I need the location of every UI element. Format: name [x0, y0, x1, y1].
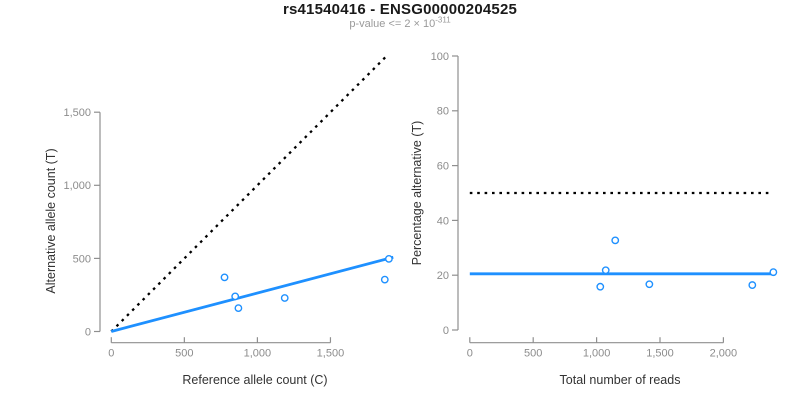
y-axis-title: Percentage alternative (T) [410, 121, 424, 266]
pvalue-exponent: -311 [435, 15, 451, 25]
pvalue-text: p-value <= 2 × 10 [349, 18, 436, 30]
plot-title: rs41540416 - ENSG00000204525 [282, 1, 518, 18]
data-point [220, 273, 229, 282]
y-tick-label: 40 [437, 215, 449, 227]
x-tick-label: 500 [524, 348, 542, 360]
data-point [280, 294, 289, 302]
data-point [231, 292, 240, 301]
y-tick-label: 500 [73, 253, 91, 265]
x-tick-label: 0 [467, 348, 473, 360]
y-tick-label: 0 [443, 325, 449, 337]
x-tick-label: 1,000 [244, 348, 272, 360]
y-tick-label: 100 [431, 51, 449, 63]
y-axis-title: Alternative allele count (T) [44, 148, 58, 293]
panel-right: 0 20 40 60 80 100 0 500 1,000 1,500 2,000 Total num… [410, 51, 778, 387]
x-axis-title: Total number of reads [560, 373, 681, 387]
y-tick-label: 20 [437, 270, 449, 282]
data-point [380, 275, 389, 284]
y-tick-label: 1,000 [63, 180, 91, 192]
x-tick-label: 0 [108, 348, 114, 360]
data-point [384, 254, 393, 263]
x-tick-label: 500 [175, 348, 193, 360]
plot-subtitle: p-value <= 2 × 10-311 [0, 15, 800, 30]
data-point [748, 281, 757, 289]
data-point [645, 280, 654, 289]
panel-left: 0 500 1,000 1,500 0 500 1,000 1,500 Reference al… [44, 54, 394, 387]
x-tick-label: 1,500 [646, 348, 674, 360]
x-axis-title: Reference allele count (C) [182, 373, 327, 387]
y-tick-label: 80 [437, 106, 449, 118]
y-tick-label: 1,500 [63, 107, 91, 119]
data-point [601, 266, 610, 275]
x-tick-label: 2,000 [710, 348, 738, 360]
data-point [596, 282, 605, 291]
y-tick-label: 0 [85, 326, 91, 338]
data-point [769, 268, 778, 277]
x-tick-label: 1,500 [317, 348, 345, 360]
allelic-ratio-fit-line [110, 255, 394, 333]
data-point [611, 236, 620, 245]
identity-line-dashed [110, 54, 389, 333]
y-tick-label: 60 [437, 160, 449, 172]
data-point [234, 304, 243, 313]
x-tick-label: 1,000 [583, 348, 611, 360]
